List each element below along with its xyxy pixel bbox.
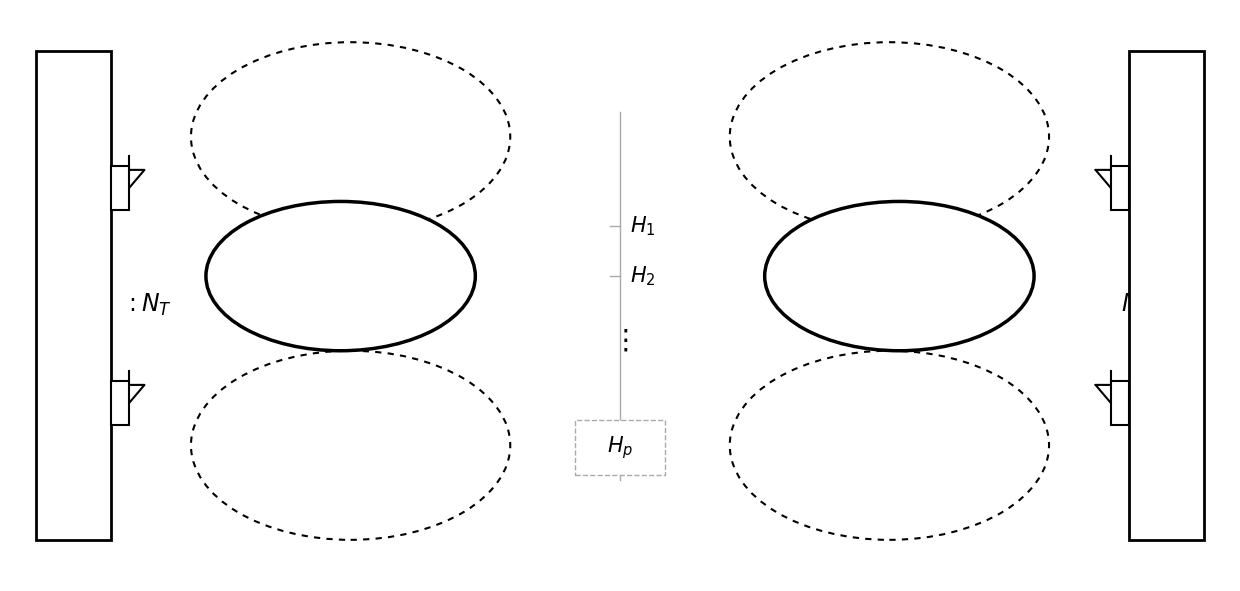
Text: $H_1$: $H_1$ <box>630 215 656 238</box>
Text: $H_p$: $H_p$ <box>606 434 634 461</box>
Text: 接收端
混合
预编码: 接收端 混合 预编码 <box>1151 257 1183 334</box>
Text: $:N_T$: $:N_T$ <box>124 292 172 319</box>
Bar <box>36 51 112 540</box>
Bar <box>1111 381 1128 426</box>
Text: $H_2$: $H_2$ <box>630 264 656 288</box>
Text: $\vdots$: $\vdots$ <box>880 327 898 355</box>
Text: $\vdots$: $\vdots$ <box>611 327 629 355</box>
Ellipse shape <box>765 202 1034 350</box>
Text: $N_R:$: $N_R:$ <box>1121 292 1162 319</box>
Bar <box>575 420 665 475</box>
Text: 发射端
混合
预编码: 发射端 混合 预编码 <box>57 257 89 334</box>
Bar <box>112 381 129 426</box>
Text: $w_{M_r}$: $w_{M_r}$ <box>880 265 919 287</box>
Text: $f_{M_t}$: $f_{M_t}$ <box>342 263 370 289</box>
Bar <box>1128 51 1204 540</box>
Bar <box>1111 165 1128 210</box>
Ellipse shape <box>206 202 475 350</box>
Bar <box>112 165 129 210</box>
